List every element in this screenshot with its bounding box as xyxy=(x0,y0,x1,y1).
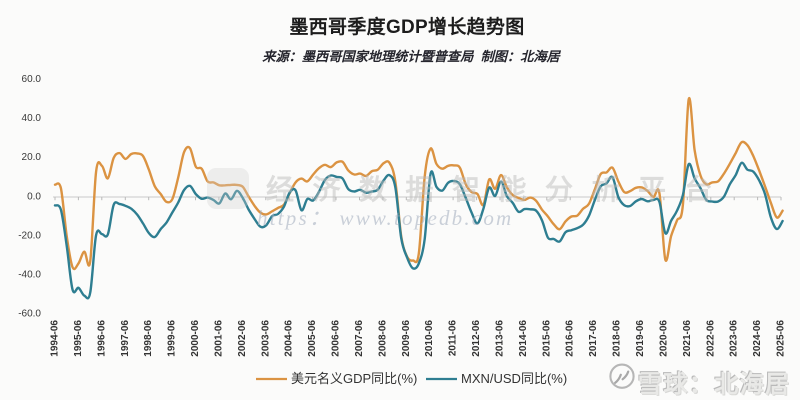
svg-text:20.0: 20.0 xyxy=(22,152,42,163)
svg-text:2018-06: 2018-06 xyxy=(612,320,623,357)
svg-text:1995-06: 1995-06 xyxy=(73,320,84,357)
svg-text:2011-06: 2011-06 xyxy=(448,320,459,357)
svg-text:2016-06: 2016-06 xyxy=(565,320,576,357)
svg-text:2020-06: 2020-06 xyxy=(658,320,669,357)
svg-text:2005-06: 2005-06 xyxy=(307,320,318,357)
svg-text:2004-06: 2004-06 xyxy=(284,320,295,357)
svg-text:2010-06: 2010-06 xyxy=(424,320,435,357)
svg-text:60.0: 60.0 xyxy=(22,74,42,85)
svg-text:MXN/USD同比(%): MXN/USD同比(%) xyxy=(461,371,567,386)
svg-text:2024-06: 2024-06 xyxy=(752,320,763,357)
svg-text:2014-06: 2014-06 xyxy=(518,320,529,357)
svg-text:1998-06: 1998-06 xyxy=(143,320,154,357)
svg-text:40.0: 40.0 xyxy=(22,113,42,124)
svg-text:2022-06: 2022-06 xyxy=(705,320,716,357)
svg-text:2017-06: 2017-06 xyxy=(588,320,599,357)
svg-text:2000-06: 2000-06 xyxy=(190,320,201,357)
svg-text:2002-06: 2002-06 xyxy=(237,320,248,357)
svg-text:2006-06: 2006-06 xyxy=(331,320,342,357)
svg-text:1994-06: 1994-06 xyxy=(50,320,61,357)
svg-text:2003-06: 2003-06 xyxy=(260,320,271,357)
svg-text:2001-06: 2001-06 xyxy=(213,320,224,357)
svg-text:2021-06: 2021-06 xyxy=(682,320,693,357)
svg-text:-40.0: -40.0 xyxy=(18,269,41,280)
svg-text:2025-06: 2025-06 xyxy=(776,320,787,357)
svg-text:2019-06: 2019-06 xyxy=(635,320,646,357)
svg-text:0.0: 0.0 xyxy=(27,191,41,202)
svg-text:2023-06: 2023-06 xyxy=(729,320,740,357)
svg-text:2012-06: 2012-06 xyxy=(471,320,482,357)
svg-text:2009-06: 2009-06 xyxy=(401,320,412,357)
svg-text:1999-06: 1999-06 xyxy=(167,320,178,357)
svg-text:-20.0: -20.0 xyxy=(18,230,41,241)
svg-text:美元名义GDP同比(%): 美元名义GDP同比(%) xyxy=(291,371,417,386)
svg-text:1996-06: 1996-06 xyxy=(96,320,107,357)
svg-text:2015-06: 2015-06 xyxy=(541,320,552,357)
svg-text:2007-06: 2007-06 xyxy=(354,320,365,357)
svg-text:2008-06: 2008-06 xyxy=(377,320,388,357)
svg-text:2013-06: 2013-06 xyxy=(495,320,506,357)
svg-text:1997-06: 1997-06 xyxy=(120,320,131,357)
svg-text:-60.0: -60.0 xyxy=(18,309,41,320)
